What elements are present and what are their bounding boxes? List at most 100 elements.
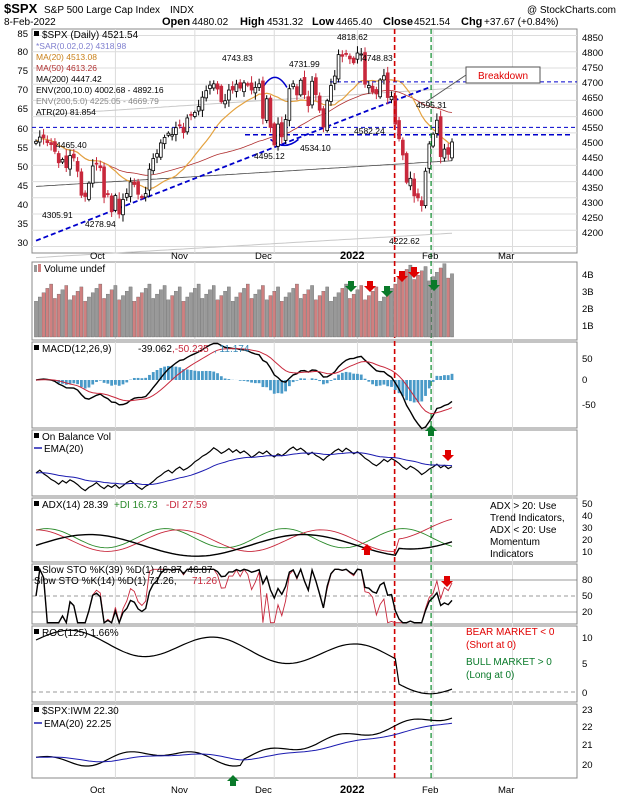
volume-bar (53, 298, 57, 338)
candle-body (344, 53, 348, 55)
macd-histogram-bar (371, 380, 374, 385)
volume-bar (401, 273, 405, 338)
ratio-ema-line (36, 722, 453, 763)
adx-axis: 50 40 30 20 10 (582, 499, 593, 558)
volume-bar (246, 283, 250, 338)
svg-text:75: 75 (17, 66, 28, 77)
macd-histogram-bar (333, 378, 337, 380)
annot-4465: 4465.40 (56, 140, 87, 150)
svg-text:Mar: Mar (498, 785, 514, 796)
svg-text:4B: 4B (582, 270, 594, 281)
svg-text:Feb: Feb (422, 251, 438, 262)
volume-bar (412, 279, 416, 338)
svg-text:4800: 4800 (582, 48, 603, 59)
candle-body (450, 141, 454, 159)
volume-bar (60, 289, 65, 338)
volume-bar (242, 288, 246, 338)
svg-text:Oct: Oct (90, 785, 105, 796)
macd-histogram-bar (427, 380, 431, 389)
volume-bar (98, 283, 103, 338)
bear-note-1: BEAR MARKET < 0 (466, 627, 555, 638)
candle-body (257, 83, 261, 88)
macd-histogram-bar (261, 380, 265, 388)
macd-histogram-bar (359, 374, 363, 380)
candle-body (174, 127, 178, 135)
macd-histogram-bar (329, 380, 333, 381)
candle-body (397, 120, 401, 140)
ma200-line (35, 160, 453, 187)
candle-body (45, 140, 50, 144)
volume-bar (446, 277, 450, 338)
annot-4305: 4305.91 (42, 210, 73, 220)
volume-bar (431, 276, 435, 338)
volume-bar (49, 283, 53, 338)
envelope-upper-line (35, 87, 453, 116)
macd-signal-line (35, 348, 453, 415)
svg-text:4500: 4500 (582, 138, 603, 149)
candle-body (37, 136, 42, 143)
adx-mdi: -DI 27.59 (166, 500, 208, 511)
svg-text:20: 20 (582, 760, 593, 771)
macd-histogram-bar (367, 380, 371, 382)
volume-bar (38, 296, 42, 338)
svg-text:2B: 2B (582, 304, 594, 315)
macd-histogram-bar (269, 380, 272, 391)
candle-body (340, 54, 345, 57)
candle-body (261, 80, 265, 119)
candle-body (253, 87, 258, 94)
adx-legend: ADX(14) 28.39 +DI 16.73 -DI 27.59 ADX > … (34, 500, 565, 560)
macd-histogram-bar (182, 369, 185, 380)
volume-bar (423, 266, 428, 338)
candle-body (401, 139, 405, 156)
macd-histogram-bar (216, 373, 219, 380)
svg-text:85: 85 (17, 29, 28, 40)
roc-line (35, 629, 453, 695)
macd-histogram-bar (117, 380, 121, 386)
volume-bar (310, 285, 314, 338)
roc-legend: ROC(125) 1.66% BEAR MARKET < 0 (Short at… (34, 627, 555, 681)
volume-bar (41, 292, 46, 338)
svg-text:10: 10 (582, 633, 593, 644)
high-value: 4531.32 (267, 17, 304, 28)
macd-histogram-bar (79, 380, 83, 388)
chg-label: Chg (461, 16, 482, 28)
sto-slow-line (35, 566, 453, 625)
macd-histogram-bar (287, 380, 291, 387)
macd-histogram-bar (348, 372, 352, 380)
macd-histogram-bar (382, 380, 386, 385)
macd-histogram-bar (151, 372, 155, 380)
candle-body (295, 86, 299, 96)
volume-bar (385, 292, 390, 338)
volume-bar (363, 299, 367, 338)
candle-body (227, 89, 231, 101)
macd-panel (31, 341, 578, 429)
macd-histogram-bar (64, 380, 68, 385)
candle-body (416, 193, 420, 199)
volume-bar (253, 293, 258, 338)
volume-bar (378, 301, 382, 338)
volume-legend-text: Volume undef (44, 264, 105, 275)
adx-plus-di-line (35, 528, 453, 549)
price-left-axis: 85 80 75 70 65 60 55 50 45 40 35 30 (17, 29, 28, 249)
macd-histogram-bar (83, 380, 87, 389)
macd-histogram-bar (189, 369, 193, 380)
annot-4278: 4278.94 (85, 219, 116, 229)
volume-bar (79, 286, 84, 338)
candle-body (431, 133, 435, 147)
macd-histogram-bar (136, 377, 140, 380)
volume-bar (317, 295, 322, 338)
volume-bar (223, 291, 227, 338)
volume-bar (389, 288, 394, 338)
candle-body (355, 52, 360, 60)
volume-bar (450, 273, 454, 338)
chart-name: S&P 500 Large Cap Index (44, 5, 160, 16)
candle-body (34, 140, 38, 144)
volume-bar (87, 296, 91, 338)
macd-histogram-bar (303, 378, 306, 380)
volume-bar (340, 288, 345, 338)
candle-body (412, 178, 416, 197)
volume-bar (106, 293, 110, 338)
macd-histogram-bar (212, 371, 216, 380)
volume-bar (329, 301, 333, 338)
volume-bar (438, 267, 443, 338)
